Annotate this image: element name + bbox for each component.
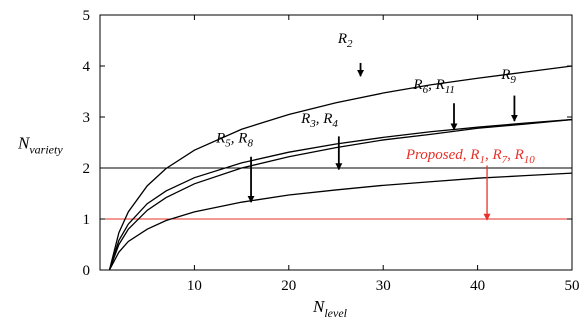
reference-lines — [100, 167, 572, 220]
y-tick-label: 2 — [83, 161, 91, 177]
y-axis-title: Nvariety — [17, 134, 63, 157]
annotation-label-3: R9​ — [500, 67, 516, 86]
annotations-layer: R2​ R6​, R11​ R9​ R3​, R4​ R5​, R8​ Proposed,… — [215, 31, 535, 221]
annotation-label-5: R5​, R8​ — [215, 131, 253, 150]
annotation-label-2: R6​, R11​ — [412, 77, 455, 96]
ticks-layer: 10 20 30 40 50 0 1 2 3 4 5 — [83, 8, 580, 294]
series-line-3 — [108, 118, 573, 271]
x-axis-title: Nlevel — [312, 297, 348, 320]
y-tick-label: 1 — [83, 212, 91, 228]
x-tick-label: 40 — [470, 278, 485, 294]
series-line-2 — [108, 118, 573, 271]
x-tick-label: 20 — [281, 278, 296, 294]
x-tick-label: 10 — [187, 278, 202, 294]
series-line-1 — [108, 65, 573, 271]
y-tick-label: 0 — [83, 263, 91, 279]
annotation-label-1: R2​ — [337, 31, 353, 50]
y-tick-label: 4 — [83, 59, 91, 75]
plot-frame — [99, 14, 573, 271]
x-tick-label: 30 — [376, 278, 391, 294]
annotation-label-4: R3​, R4​ — [300, 111, 338, 130]
annotation-label-6: Proposed, R1​, R7​, R10​ — [405, 147, 535, 166]
y-tick-label: 5 — [83, 8, 91, 24]
x-tick-label: 50 — [565, 278, 580, 294]
y-tick-label: 3 — [83, 110, 91, 126]
series-layer — [108, 65, 573, 271]
series-line-4 — [108, 172, 573, 271]
